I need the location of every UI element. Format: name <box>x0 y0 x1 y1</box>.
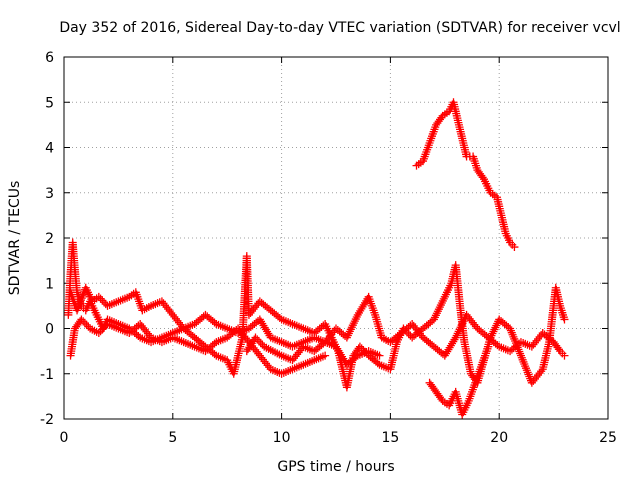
data-point-track-e <box>437 113 446 122</box>
data-point-track-d <box>333 344 342 353</box>
data-point-track-d <box>253 335 262 344</box>
data-point-track-c <box>98 325 107 334</box>
data-point-track-b <box>358 302 367 311</box>
y-axis-label: SDTVAR / TECUs <box>7 181 23 296</box>
data-point-track-a <box>355 342 364 351</box>
data-point-track-b <box>263 327 272 336</box>
y-tick-label: 5 <box>45 95 54 111</box>
data-point-track-b <box>445 343 454 352</box>
data-point-track-d <box>254 337 263 346</box>
data-point-track-b <box>259 321 268 330</box>
data-point-track-d <box>339 354 348 363</box>
data-point-track-c <box>80 319 89 328</box>
data-point-track-b <box>356 306 365 315</box>
x-tick-label: 20 <box>490 430 508 446</box>
data-point-track-b <box>361 298 370 307</box>
data-point-track-b <box>257 317 266 326</box>
data-point-track-b <box>100 298 109 307</box>
data-point-track-a <box>492 321 501 330</box>
y-tick-label: 6 <box>45 50 54 66</box>
data-point-track-c <box>100 323 109 332</box>
data-point-track-c <box>79 317 88 326</box>
x-tick-label: 0 <box>60 430 69 446</box>
data-point-track-c <box>77 315 86 324</box>
data-point-track-b <box>359 300 368 309</box>
data-point-track-d <box>375 351 384 360</box>
data-point-track-e <box>478 173 487 182</box>
data-point-track-b <box>357 304 366 313</box>
x-tick-label: 15 <box>381 430 399 446</box>
y-tick-label: 0 <box>45 322 54 338</box>
data-point-track-b <box>471 322 480 331</box>
data-point-track-a <box>489 327 498 336</box>
data-point-track-b <box>448 339 457 348</box>
data-point-track-b <box>446 341 455 350</box>
data-point-track-b <box>258 319 267 328</box>
data-point-track-b <box>98 296 107 305</box>
data-point-track-b <box>417 331 426 340</box>
data-point-track-b <box>353 310 362 319</box>
data-point-track-b <box>255 315 264 324</box>
data-point-track-b <box>94 292 103 301</box>
data-point-track-d <box>256 338 265 347</box>
data-marks <box>64 98 569 419</box>
data-point-track-f <box>437 395 446 404</box>
data-point-track-d <box>334 346 343 355</box>
axis-ticks: 0 5 10 15 20 25 -2 -1 0 1 2 3 4 5 6 <box>40 50 617 446</box>
data-point-track-b <box>442 349 451 358</box>
y-tick-label: 1 <box>45 276 54 292</box>
data-point-track-b <box>96 294 105 303</box>
data-point-track-a <box>404 329 413 338</box>
data-point-track-d <box>251 333 260 342</box>
data-point-track-d <box>332 342 340 351</box>
data-point-track-b <box>444 345 453 354</box>
y-tick-label: -1 <box>40 367 54 383</box>
data-point-track-b <box>261 325 270 334</box>
data-point-track-b <box>560 351 569 360</box>
data-point-track-b <box>443 347 452 356</box>
data-point-track-a <box>537 367 546 376</box>
data-point-track-b <box>354 308 363 317</box>
data-point-track-b <box>264 329 273 338</box>
data-point-track-c <box>321 351 330 360</box>
y-tick-label: 2 <box>45 231 54 247</box>
data-point-track-a <box>491 323 500 332</box>
x-tick-label: 25 <box>599 430 617 446</box>
data-point-track-c <box>96 327 105 336</box>
x-tick-label: 5 <box>168 430 177 446</box>
data-point-track-d <box>340 356 349 365</box>
data-point-track-b <box>440 351 449 360</box>
x-tick-label: 10 <box>273 430 291 446</box>
data-point-track-a <box>560 315 569 324</box>
data-point-track-b <box>450 335 459 344</box>
data-point-track-c <box>82 320 91 329</box>
y-tick-label: 3 <box>45 186 54 202</box>
data-point-track-d <box>335 348 344 357</box>
data-point-track-a <box>490 325 499 334</box>
data-point-track-b <box>449 337 458 346</box>
data-point-track-d <box>338 352 347 361</box>
y-tick-label: -2 <box>40 412 54 428</box>
data-point-track-b <box>554 345 563 354</box>
data-point-track-c <box>94 329 103 338</box>
data-point-track-a <box>488 329 497 338</box>
data-point-track-d <box>336 350 345 359</box>
data-point-track-e <box>510 243 519 252</box>
chart-title: Day 352 of 2016, Sidereal Day-to-day VTE… <box>59 20 620 36</box>
data-point-track-f <box>484 342 493 351</box>
y-tick-label: 4 <box>45 141 54 157</box>
x-axis-label: GPS time / hours <box>277 459 394 475</box>
data-point-track-b <box>260 323 269 332</box>
